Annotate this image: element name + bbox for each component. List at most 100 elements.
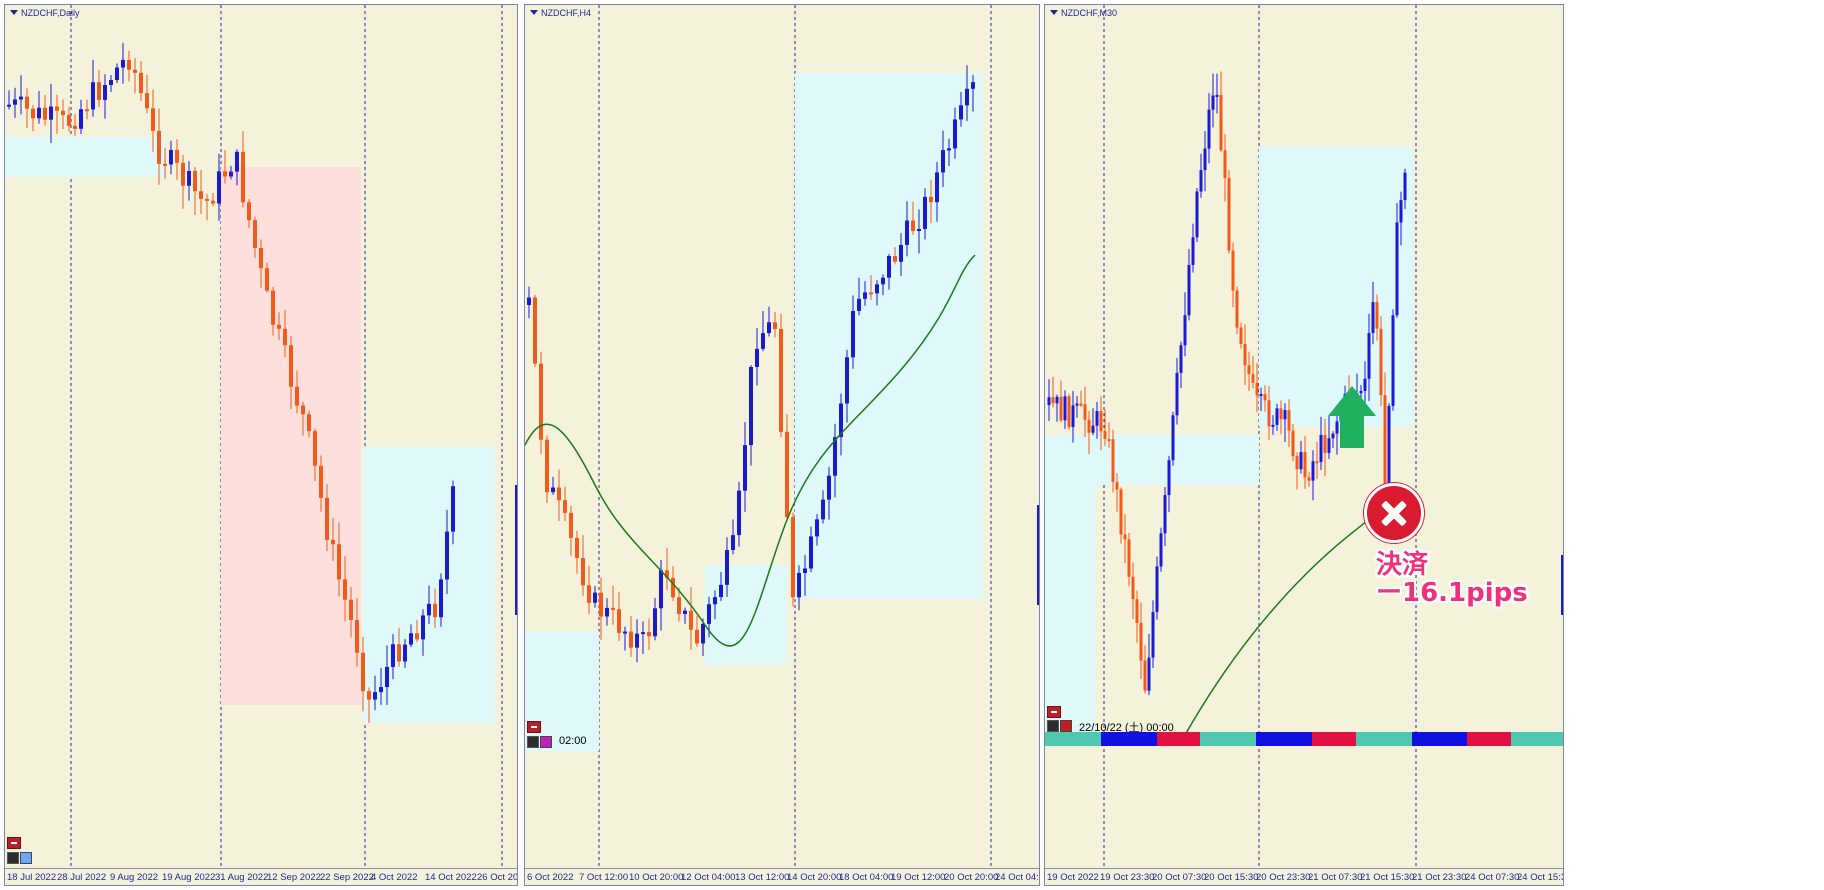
candle-body bbox=[701, 623, 705, 644]
candle-body bbox=[1319, 434, 1323, 462]
candle-body bbox=[857, 298, 861, 311]
candle-body bbox=[229, 171, 233, 177]
candle-body bbox=[1199, 170, 1203, 192]
color-tool-icon[interactable] bbox=[20, 852, 32, 864]
time-axis-label: 28 Jul 2022 bbox=[57, 872, 107, 883]
moving-average-line bbox=[1184, 504, 1386, 736]
candle-body bbox=[587, 585, 591, 603]
candle-body bbox=[1103, 431, 1107, 440]
chart-title: NZDCHF,H4 bbox=[530, 8, 591, 18]
candle-body bbox=[773, 322, 777, 329]
candle-body bbox=[713, 597, 717, 605]
candle-body bbox=[43, 107, 47, 120]
chart-panel-m30[interactable]: NZDCHF,M30 22/10/22 (土) 00:00 19 Oct 202… bbox=[1044, 4, 1564, 886]
candle-body bbox=[1307, 477, 1311, 481]
candle-body bbox=[91, 82, 95, 110]
candle-body bbox=[821, 499, 825, 520]
candle-body bbox=[1235, 290, 1239, 328]
candle-body bbox=[271, 290, 275, 325]
candle-body bbox=[1279, 408, 1283, 420]
color-tool-icon[interactable] bbox=[1060, 720, 1072, 732]
time-axis-label: 19 Oct 2022 bbox=[1047, 872, 1099, 883]
moving-average-line bbox=[525, 254, 976, 647]
time-axis-label: 31 Aug 2022 bbox=[215, 872, 269, 883]
zone-rectangle bbox=[363, 447, 495, 723]
dropdown-triangle-icon[interactable] bbox=[10, 10, 18, 15]
candle-body bbox=[1079, 403, 1083, 406]
crosshair-tool-icon[interactable] bbox=[1047, 720, 1059, 732]
crosshair-tool-icon[interactable] bbox=[527, 736, 539, 748]
time-axis-label: 14 Oct 2022 bbox=[425, 872, 477, 883]
candle-body bbox=[1075, 403, 1079, 406]
candle-body bbox=[1059, 396, 1063, 421]
candle-body bbox=[545, 439, 549, 493]
candle-body bbox=[145, 93, 149, 109]
time-axis-label: 21 Oct 15:30 bbox=[1360, 872, 1415, 883]
price-chart-daily[interactable] bbox=[5, 5, 518, 871]
time-axis-label: 20 Oct 23:30 bbox=[1256, 872, 1311, 883]
close-circle-icon bbox=[1364, 483, 1424, 543]
time-axis-label: 4 Oct 2022 bbox=[371, 872, 418, 883]
candle-body bbox=[1267, 400, 1271, 427]
candle-body bbox=[1159, 533, 1163, 567]
chart-panel-h4[interactable]: NZDCHF,H4 02:00 6 Oct 2022 7 Oct 12:00 10 … bbox=[524, 4, 1040, 886]
candle-body bbox=[605, 607, 609, 617]
candle-body bbox=[391, 644, 395, 667]
time-axis-label: 9 Aug 2022 bbox=[110, 872, 159, 883]
candle-body bbox=[941, 150, 945, 173]
candle-body bbox=[139, 72, 143, 94]
candle-body bbox=[133, 69, 137, 73]
result-pips-label: ー16.1pips bbox=[1376, 578, 1528, 608]
candle-body bbox=[1135, 599, 1139, 623]
candle-body bbox=[433, 603, 437, 618]
candle-body bbox=[1223, 150, 1227, 178]
scroll-marker bbox=[515, 485, 517, 615]
candle-body bbox=[719, 584, 723, 598]
candle-body bbox=[665, 570, 669, 578]
time-axis-label: 20 Oct 15:30 bbox=[1204, 872, 1259, 883]
dropdown-triangle-icon[interactable] bbox=[1050, 10, 1058, 15]
candle-body bbox=[1311, 461, 1315, 481]
candle-body bbox=[749, 367, 753, 446]
candle-body bbox=[1203, 148, 1207, 171]
candle-body bbox=[1271, 424, 1275, 427]
candle-body bbox=[331, 539, 335, 545]
minus-icon[interactable] bbox=[527, 721, 541, 733]
candle-body bbox=[689, 610, 693, 630]
time-axis-label: 12 Oct 04:00 bbox=[681, 872, 736, 883]
candle-body bbox=[1143, 660, 1147, 691]
candle-body bbox=[1063, 396, 1067, 421]
price-chart-m30[interactable] bbox=[1045, 5, 1564, 871]
candle-body bbox=[379, 687, 383, 693]
candle-body bbox=[1323, 434, 1327, 453]
candle-body bbox=[695, 629, 699, 644]
candle-body bbox=[755, 348, 759, 368]
minus-icon[interactable] bbox=[1047, 706, 1061, 718]
candle-body bbox=[905, 220, 909, 245]
candle-body bbox=[1083, 404, 1087, 420]
dropdown-triangle-icon[interactable] bbox=[530, 10, 538, 15]
chart-panel-daily[interactable]: NZDCHF,Daily 18 Jul 2022 28 Jul 2022 9 Aug… bbox=[4, 4, 518, 886]
candle-body bbox=[1395, 222, 1399, 316]
candle-body bbox=[635, 633, 639, 648]
candle-body bbox=[1367, 332, 1371, 379]
time-axis-label: 18 Jul 2022 bbox=[7, 872, 57, 883]
candle-body bbox=[887, 256, 891, 278]
candle-body bbox=[881, 277, 885, 285]
zone-rectangle bbox=[5, 137, 165, 177]
color-tool-icon[interactable] bbox=[540, 736, 552, 748]
crosshair-tool-icon[interactable] bbox=[7, 852, 19, 864]
minus-icon[interactable] bbox=[7, 837, 21, 849]
time-axis-label: 7 Oct 12:00 bbox=[579, 872, 629, 883]
price-chart-h4[interactable] bbox=[525, 5, 1040, 871]
candle-body bbox=[217, 171, 221, 204]
chart-title: NZDCHF,M30 bbox=[1050, 8, 1117, 18]
candle-body bbox=[79, 109, 83, 129]
candle-body bbox=[1247, 365, 1251, 375]
candle-body bbox=[1371, 302, 1375, 333]
candle-body bbox=[157, 130, 161, 164]
candle-body bbox=[409, 633, 413, 645]
candle-body bbox=[343, 579, 347, 600]
time-axis-label: 6 Oct 2022 bbox=[527, 872, 574, 883]
candle-body bbox=[863, 292, 867, 299]
